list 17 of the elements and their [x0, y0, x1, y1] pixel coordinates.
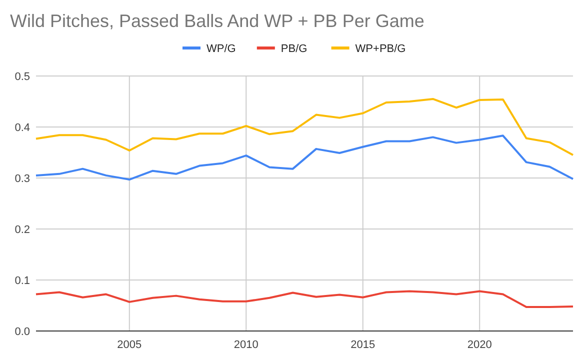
y-tick-label: 0.0	[14, 326, 30, 338]
x-tick-label: 2015	[350, 339, 376, 351]
line-series	[35, 290, 574, 308]
y-tick-label: 0.4	[14, 122, 30, 134]
line-series	[35, 134, 574, 181]
y-tick-label: 0.1	[14, 275, 30, 287]
chart-title: Wild Pitches, Passed Balls And WP + PB Per Game	[10, 11, 424, 31]
legend-label: PB/G	[280, 43, 308, 55]
x-tick-label: 2010	[234, 339, 258, 351]
legend-label: WP/G	[206, 43, 236, 55]
legend-label: WP+PB/G	[355, 43, 406, 55]
y-tick-label: 0.3	[14, 173, 30, 185]
y-tick-label: 0.2	[14, 224, 30, 236]
x-tick-label: 2020	[467, 339, 492, 351]
y-tick-label: 0.5	[14, 71, 30, 83]
x-tick-label: 2005	[117, 339, 142, 351]
line-series	[35, 98, 574, 156]
